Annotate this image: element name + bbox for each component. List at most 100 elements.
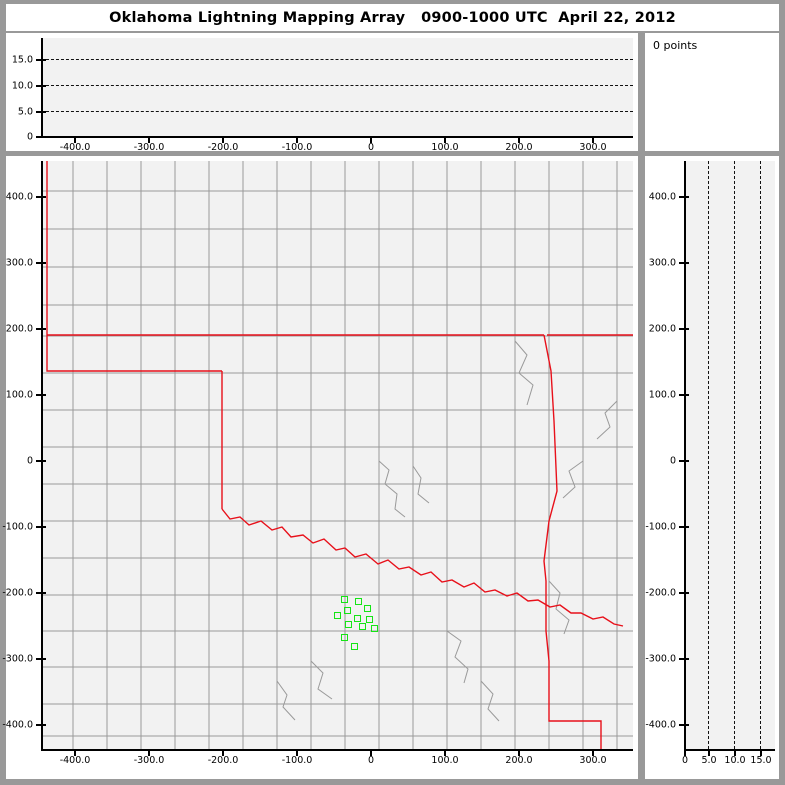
map-x-tick-label: -400.0 — [59, 755, 91, 766]
x-tick-label: 5.0 — [701, 755, 717, 766]
map-y-tick — [36, 196, 46, 198]
lma-source-marker — [344, 607, 351, 614]
x-tick-label: 300.0 — [579, 142, 607, 153]
map-y-tick — [36, 262, 46, 264]
y-tick-label: 100.0 — [648, 389, 676, 401]
y-tick-label: 0 — [669, 455, 676, 467]
gridline-5 — [708, 161, 709, 749]
x-tick — [760, 749, 762, 756]
map-panel[interactable]: 400.0 300.0 200.0 100.0 0 -100.0 -200.0 … — [2, 156, 638, 779]
map-y-tick-label: 0 — [26, 455, 33, 467]
map-y-tick-label: 200.0 — [5, 323, 33, 335]
lma-source-marker — [366, 616, 373, 623]
y-tick-label: -200.0 — [645, 587, 676, 599]
y-tick-label: 300.0 — [648, 257, 676, 269]
title-bar: Oklahoma Lightning Mapping Array 0900-10… — [6, 4, 779, 31]
y-tick — [679, 394, 689, 396]
gridline-10 — [734, 161, 735, 749]
map-x-tick — [444, 749, 446, 756]
map-x-tick-label: 300.0 — [579, 755, 607, 766]
y-tick-label: 10.0 — [11, 80, 33, 92]
map-x-axis — [41, 749, 633, 751]
map-x-tick — [222, 749, 224, 756]
x-tick-label: 0 — [681, 755, 689, 766]
x-tick — [708, 749, 710, 756]
map-y-tick-label: 100.0 — [5, 389, 33, 401]
x-tick — [518, 136, 520, 143]
lma-source-marker — [341, 634, 348, 641]
point-count-label: 0 points — [653, 39, 698, 52]
lma-source-marker — [355, 598, 362, 605]
map-geography — [41, 161, 633, 749]
y-tick-label: -100.0 — [645, 521, 676, 533]
altitude-east-west-panel: 15.0 10.0 5.0 0 -400.0 -300.0 -200.0 -10… — [6, 33, 638, 153]
y-tick — [679, 460, 689, 462]
lma-source-marker — [354, 615, 361, 622]
map-y-axis — [41, 161, 43, 750]
lma-source-marker — [345, 621, 352, 628]
x-tick-label: 100.0 — [431, 142, 459, 153]
y-axis — [41, 38, 43, 137]
lma-source-marker — [364, 605, 371, 612]
map-y-tick — [36, 394, 46, 396]
map-y-tick-label: 400.0 — [5, 191, 33, 203]
map-x-tick-label: 100.0 — [431, 755, 459, 766]
map-y-tick-label: -300.0 — [2, 653, 33, 665]
x-tick — [370, 136, 372, 143]
gridline-10 — [41, 85, 633, 86]
map-x-tick — [592, 749, 594, 756]
x-tick-label: -200.0 — [207, 142, 239, 153]
lma-source-marker — [334, 612, 341, 619]
altitude-north-south-plot-area — [684, 161, 775, 749]
y-tick-label: 15.0 — [11, 54, 33, 66]
y-tick-label: 400.0 — [648, 191, 676, 203]
map-x-tick-label: -200.0 — [207, 755, 239, 766]
map-y-tick-label: 300.0 — [5, 257, 33, 269]
y-tick — [679, 262, 689, 264]
map-x-tick — [370, 749, 372, 756]
y-axis — [684, 161, 686, 750]
y-tick — [679, 724, 689, 726]
x-tick — [734, 749, 736, 756]
x-tick-label: 15.0 — [750, 755, 772, 766]
x-tick — [148, 136, 150, 143]
map-y-tick — [36, 460, 46, 462]
map-y-tick-label: -200.0 — [2, 587, 33, 599]
x-axis — [41, 136, 633, 138]
map-x-tick-label: 0 — [367, 755, 375, 766]
map-x-tick — [74, 749, 76, 756]
map-y-tick — [36, 526, 46, 528]
x-tick-label: 0 — [367, 142, 375, 153]
gridline-5 — [41, 111, 633, 112]
y-tick-label: -300.0 — [645, 653, 676, 665]
gridline-15 — [760, 161, 761, 749]
lma-source-marker — [351, 643, 358, 650]
x-tick — [296, 136, 298, 143]
y-tick — [679, 196, 689, 198]
map-y-tick — [36, 592, 46, 594]
x-tick-label: 10.0 — [724, 755, 746, 766]
y-tick — [36, 85, 46, 87]
lma-source-marker — [371, 625, 378, 632]
y-tick — [679, 658, 689, 660]
map-x-tick — [296, 749, 298, 756]
map-x-tick — [148, 749, 150, 756]
x-tick-label: -300.0 — [133, 142, 165, 153]
lma-source-marker — [341, 596, 348, 603]
altitude-north-south-panel: 400.0 300.0 200.0 100.0 0 -100.0 -200.0 … — [645, 156, 779, 779]
x-tick-label: -100.0 — [281, 142, 313, 153]
y-tick-label: 200.0 — [648, 323, 676, 335]
x-axis — [684, 749, 775, 751]
y-tick — [36, 136, 46, 138]
map-y-tick — [36, 724, 46, 726]
gridline-15 — [41, 59, 633, 60]
y-tick — [679, 526, 689, 528]
y-tick — [679, 328, 689, 330]
y-tick — [36, 59, 46, 61]
x-tick-label: 200.0 — [505, 142, 533, 153]
map-y-tick-label: -400.0 — [2, 719, 33, 731]
map-x-tick — [518, 749, 520, 756]
x-tick — [684, 749, 686, 756]
x-tick — [74, 136, 76, 143]
map-plot-area — [41, 161, 633, 749]
